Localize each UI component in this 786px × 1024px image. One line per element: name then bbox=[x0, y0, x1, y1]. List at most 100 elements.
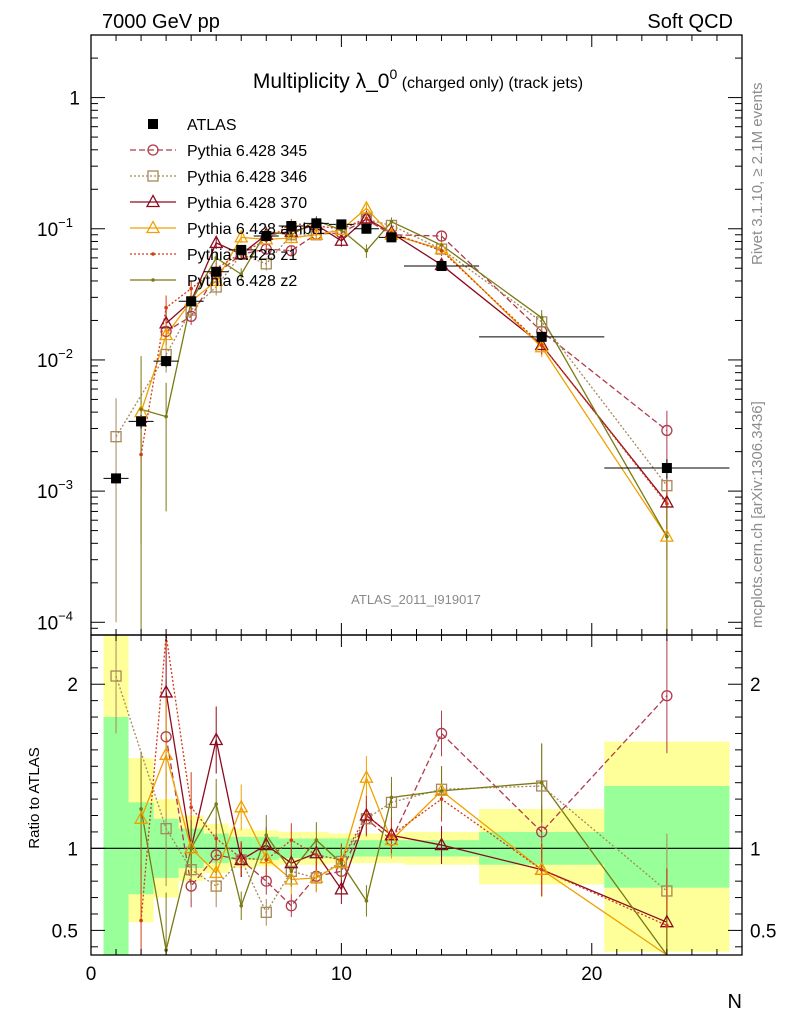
ratio-marker bbox=[160, 822, 172, 835]
ratio-marker bbox=[339, 861, 344, 865]
ratio-marker bbox=[209, 732, 224, 746]
ratio-marker bbox=[184, 840, 199, 854]
header-left: 7000 GeV pp bbox=[102, 11, 220, 33]
series-marker bbox=[234, 229, 249, 243]
legend-marker bbox=[147, 144, 159, 156]
data-marker bbox=[661, 463, 672, 474]
ratio-marker bbox=[284, 871, 299, 885]
ratio-tick-label-right: 1 bbox=[750, 839, 761, 860]
rivet-version-label: Rivet 3.1.10, ≥ 2.1M events bbox=[749, 83, 766, 266]
data-marker bbox=[161, 356, 172, 367]
ratio-marker bbox=[439, 789, 444, 793]
ratio-marker bbox=[309, 870, 324, 884]
mcplots-label: mcplots.cern.ch [arXiv:1306.3436] bbox=[749, 401, 766, 628]
data-marker bbox=[386, 232, 397, 243]
y-tick-label: 10−2 bbox=[37, 346, 73, 372]
ratio-marker bbox=[314, 853, 319, 857]
ratio-marker bbox=[189, 805, 193, 810]
ratio-marker bbox=[234, 851, 249, 865]
data-marker bbox=[336, 219, 347, 230]
series-marker bbox=[661, 424, 673, 437]
ratio-marker bbox=[435, 727, 448, 740]
ratio-marker bbox=[384, 827, 399, 841]
data-marker bbox=[111, 473, 122, 484]
ratio-marker bbox=[159, 684, 174, 698]
ratio-marker bbox=[234, 799, 249, 813]
ratio-marker bbox=[539, 867, 544, 872]
ratio-marker bbox=[364, 899, 369, 903]
ratio-marker bbox=[239, 856, 244, 860]
series-marker bbox=[364, 216, 369, 221]
ratio-marker bbox=[339, 858, 344, 862]
legend-label: Pythia 6.428 z1 bbox=[187, 247, 297, 264]
legend-marker bbox=[151, 252, 155, 256]
series-line-ratio bbox=[115, 675, 668, 914]
ratio-marker bbox=[139, 807, 143, 811]
ratio-marker bbox=[384, 832, 399, 846]
ratio-marker bbox=[285, 900, 297, 912]
legend-marker bbox=[145, 220, 161, 234]
ratio-tick-label-left: 1 bbox=[67, 839, 78, 860]
ratio-marker bbox=[389, 833, 394, 838]
series-marker bbox=[139, 407, 143, 412]
ratio-marker bbox=[209, 865, 224, 879]
y-tick-label: 10−4 bbox=[37, 608, 73, 634]
series-marker bbox=[435, 230, 448, 242]
ratio-marker bbox=[539, 780, 544, 785]
series-marker bbox=[159, 327, 174, 341]
ratio-marker bbox=[364, 813, 369, 818]
series-marker bbox=[434, 241, 449, 255]
series-marker bbox=[260, 258, 272, 270]
series-marker bbox=[539, 343, 544, 347]
series-marker bbox=[439, 243, 444, 247]
ratio-tick-label-left: 0.5 bbox=[52, 921, 78, 942]
band-inner bbox=[103, 717, 129, 955]
data-marker bbox=[236, 244, 247, 255]
ratio-marker bbox=[260, 875, 272, 887]
series-marker bbox=[359, 210, 374, 224]
series-marker bbox=[185, 310, 197, 322]
series-marker bbox=[214, 256, 218, 260]
series-marker bbox=[661, 480, 673, 492]
series-marker bbox=[285, 245, 297, 257]
series-marker bbox=[359, 200, 374, 214]
ratio-marker bbox=[309, 845, 324, 859]
ratio-marker bbox=[665, 923, 669, 928]
legend-label: Pythia 6.428 345 bbox=[187, 143, 307, 160]
y-tick-label: 1 bbox=[69, 89, 80, 110]
data-marker bbox=[286, 220, 297, 231]
ratio-marker bbox=[214, 836, 218, 841]
legend-marker bbox=[151, 278, 155, 282]
series-marker bbox=[665, 502, 669, 506]
x-tick-label: 10 bbox=[331, 964, 352, 985]
series-marker bbox=[160, 325, 172, 338]
series-marker bbox=[659, 528, 674, 542]
series-line-main bbox=[140, 220, 668, 537]
x-tick-label: 20 bbox=[581, 964, 602, 985]
ratio-marker bbox=[214, 802, 218, 806]
tick-labels: 0 10 20 1 10−1 10−2 10−3 10−4 2 2 1 1 0.5 0.5 bbox=[37, 89, 776, 985]
ratio-marker bbox=[264, 833, 269, 838]
ratio-marker bbox=[264, 858, 269, 862]
ratio-marker bbox=[160, 731, 172, 743]
series-marker bbox=[164, 414, 168, 419]
ratio-marker bbox=[314, 838, 319, 842]
ratio-marker bbox=[185, 880, 197, 892]
ratio-marker bbox=[189, 846, 193, 851]
ratio-marker bbox=[139, 918, 143, 923]
ratio-tick-label-left: 2 bbox=[67, 675, 78, 696]
chart-title-tail: (charged only) (track jets) bbox=[397, 75, 583, 92]
series-marker bbox=[209, 273, 224, 287]
series-marker bbox=[284, 230, 299, 244]
series-marker bbox=[539, 315, 544, 320]
series-line-ratio bbox=[140, 634, 668, 927]
legend-marker bbox=[148, 119, 158, 129]
ratio-marker bbox=[534, 861, 549, 875]
series-marker bbox=[334, 232, 349, 246]
analysis-label: ATLAS_2011_I919017 bbox=[351, 592, 481, 607]
ratio-marker bbox=[289, 838, 294, 842]
ratio-tick-label-right: 0.5 bbox=[750, 921, 776, 942]
legend-marker bbox=[145, 194, 161, 208]
ratio-marker bbox=[661, 690, 673, 702]
legend-label: ATLAS bbox=[187, 117, 237, 134]
